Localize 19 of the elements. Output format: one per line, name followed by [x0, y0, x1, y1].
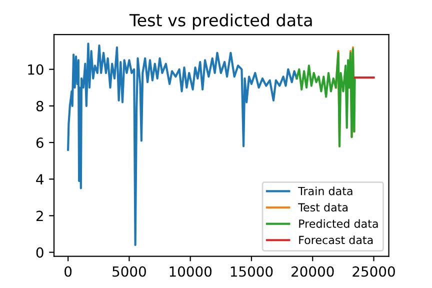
legend-label: Test data: [298, 202, 348, 212]
y-tick-label: 4: [36, 174, 44, 184]
y-tick-label: 0: [36, 247, 44, 258]
x-tick-label: 5000: [112, 266, 146, 277]
x-tick-label: 15000: [230, 266, 273, 277]
line-series: [296, 48, 356, 148]
legend-label: Predicted data: [299, 219, 378, 228]
x-tick-label: 25000: [352, 266, 395, 277]
y-tick-label: 6: [36, 137, 44, 148]
legend-label: Train data: [298, 186, 352, 196]
y-tick-label: 2: [36, 210, 43, 221]
x-tick-label: 20000: [292, 266, 334, 277]
legend-label: Forecast data: [299, 236, 373, 244]
line-series: [67, 42, 298, 246]
y-tick-label: 8: [36, 100, 44, 112]
x-tick-label: 10000: [170, 266, 212, 277]
y-tick-label: 10: [28, 64, 44, 75]
x-tick-label: 0: [64, 266, 72, 277]
chart-title: Test vs predicted data: [129, 14, 312, 30]
